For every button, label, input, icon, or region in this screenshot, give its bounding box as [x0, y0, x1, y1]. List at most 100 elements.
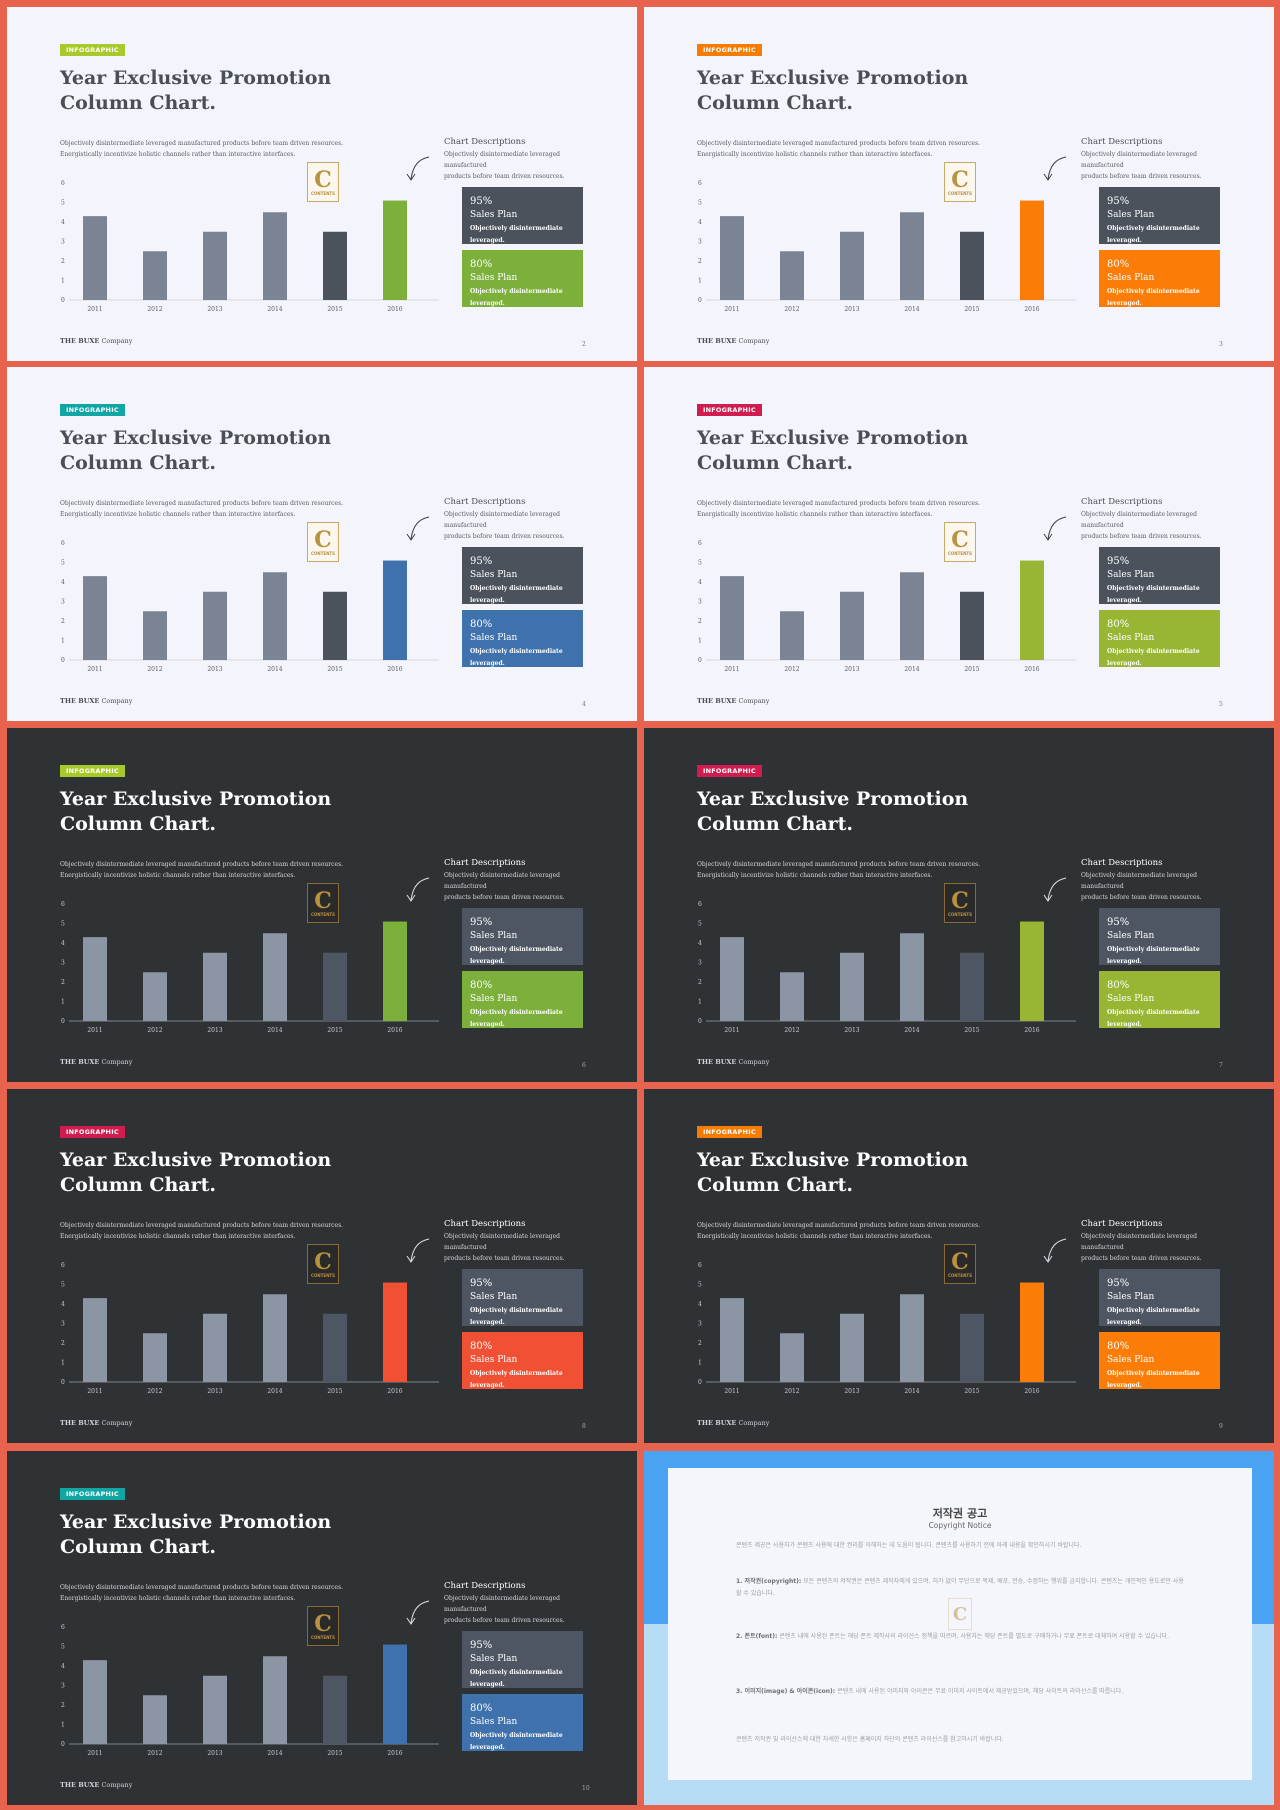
- bar-2012: [780, 1333, 804, 1382]
- y-tick-label: 1: [61, 1722, 65, 1729]
- y-tick-label: 5: [61, 1282, 65, 1289]
- stat-subtext: Objectively disintermediate leveraged.: [1107, 648, 1200, 667]
- desc-line1: Objectively disintermediate leveraged ma…: [697, 500, 981, 507]
- stat-percent: 80%: [1107, 980, 1130, 991]
- logo-letter: C: [951, 887, 969, 914]
- infographic-tag: INFOGRAPHIC: [697, 765, 762, 777]
- logo-letter: C: [951, 526, 969, 553]
- slide-title-line2: Column Chart.: [697, 452, 854, 474]
- stat-label: Sales Plan: [1107, 210, 1155, 220]
- y-tick-label: 0: [698, 1018, 702, 1025]
- stat-subtext: Objectively disintermediate leveraged.: [1107, 946, 1200, 965]
- notice-image-head: 3. 이미지(image) & 아이콘(icon):: [736, 1688, 836, 1695]
- y-tick-label: 4: [698, 1301, 702, 1308]
- footer-brand-name: THE BUXE: [697, 1058, 737, 1066]
- x-tick-label: 2011: [724, 1027, 739, 1034]
- slide-title-line1: Year Exclusive Promotion: [60, 67, 332, 89]
- side-text-line1: Objectively disintermediate leveraged ma…: [444, 1233, 561, 1251]
- bar-2014: [900, 1294, 924, 1382]
- stat-subtext: Objectively disintermediate leveraged.: [470, 1669, 563, 1688]
- y-tick-label: 6: [61, 180, 65, 187]
- slide-title-line1: Year Exclusive Promotion: [697, 67, 969, 89]
- bar-2012: [143, 251, 167, 300]
- footer-company: Company: [101, 1058, 133, 1066]
- y-tick-label: 0: [698, 297, 702, 304]
- chart-svg: 0 1 2 3 4 5 6 2011 2012 2013 2014 2015 2016: [61, 1624, 439, 1757]
- y-tick-label: 0: [698, 1379, 702, 1386]
- chart-descriptions: Chart Descriptions Objectively disinterm…: [444, 1580, 604, 1626]
- y-tick-label: 2: [698, 258, 702, 265]
- infographic-tag: INFOGRAPHIC: [60, 404, 125, 416]
- bar-2013: [840, 952, 864, 1021]
- bar-2013: [203, 231, 227, 300]
- stat-label: Sales Plan: [1107, 931, 1155, 941]
- infographic-tag: INFOGRAPHIC: [697, 404, 762, 416]
- desc-line1: Objectively disintermediate leveraged ma…: [697, 140, 981, 147]
- stat-subtext: Objectively disintermediate leveraged.: [1107, 1370, 1200, 1389]
- slide: INFOGRAPHIC Year Exclusive Promotion Col…: [7, 367, 637, 721]
- logo-text: CONTENTS: [947, 911, 973, 917]
- footer-brand: THE BUXE Company: [697, 1419, 769, 1427]
- bar-2011: [83, 216, 107, 300]
- slide: INFOGRAPHIC Year Exclusive Promotion Col…: [7, 1089, 637, 1443]
- desc-line2: Energistically incentivize holistic chan…: [60, 872, 296, 879]
- slide-title-line1: Year Exclusive Promotion: [697, 1149, 969, 1171]
- slide: INFOGRAPHIC Year Exclusive Promotion Col…: [644, 7, 1274, 361]
- notice-title: 저작권 공고: [932, 1507, 988, 1520]
- slide: INFOGRAPHIC Year Exclusive Promotion Col…: [7, 728, 637, 1082]
- bar-2015: [323, 952, 347, 1021]
- notice-font: 2. 폰트(font): 콘텐츠 내에 사용된 폰트는 해당 폰트 제작사의 라…: [736, 1631, 1186, 1643]
- chart-descriptions: Chart Descriptions Objectively disinterm…: [1081, 136, 1241, 182]
- x-tick-label: 2015: [964, 666, 979, 673]
- column-chart: 0 1 2 3 4 5 6 2011 2012 2013 2014 2015 2016: [694, 1255, 1079, 1400]
- side-text: Objectively disintermediate leveraged ma…: [1081, 149, 1241, 182]
- curved-arrow-icon: [406, 156, 430, 181]
- slide-title-line2: Column Chart.: [60, 813, 217, 835]
- bar-2011: [83, 1298, 107, 1382]
- x-tick-label: 2012: [784, 1027, 799, 1034]
- stat-label: Sales Plan: [1107, 994, 1155, 1004]
- y-tick-label: 4: [61, 1663, 65, 1670]
- infographic-tag: INFOGRAPHIC: [60, 765, 125, 777]
- stat-subtext: Objectively disintermediate leveraged.: [470, 225, 563, 244]
- side-text-line2: products before team driven resources.: [1081, 1255, 1202, 1262]
- stat-subtext: Objectively disintermediate leveraged.: [1107, 225, 1200, 244]
- y-tick-label: 0: [61, 1379, 65, 1386]
- logo-letter: C: [314, 887, 332, 914]
- infographic-tag: INFOGRAPHIC: [697, 44, 762, 56]
- side-text: Objectively disintermediate leveraged ma…: [444, 1593, 604, 1626]
- x-tick-label: 2013: [207, 666, 222, 673]
- footer-brand: THE BUXE Company: [697, 697, 769, 705]
- stat-subtext: Objectively disintermediate leveraged.: [1107, 585, 1200, 604]
- desc-line2: Energistically incentivize holistic chan…: [60, 1595, 296, 1602]
- notice-font-head: 2. 폰트(font):: [736, 1633, 778, 1640]
- y-tick-label: 3: [61, 1321, 65, 1328]
- desc-line2: Energistically incentivize holistic chan…: [697, 872, 933, 879]
- slide-description: Objectively disintermediate leveraged ma…: [60, 138, 380, 160]
- y-tick-label: 3: [61, 599, 65, 606]
- stat-percent: 95%: [470, 196, 493, 207]
- stat-box-primary: 95% Sales Plan Objectively disintermedia…: [1099, 908, 1220, 965]
- column-chart: 0 1 2 3 4 5 6 2011 2012 2013 2014 2015 2016: [57, 894, 442, 1039]
- notice-image-text: 콘텐츠 내에 사용된 이미지와 아이콘은 무료 이미지 사이트에서 제공받았으며…: [837, 1688, 1124, 1695]
- slide: INFOGRAPHIC Year Exclusive Promotion Col…: [644, 728, 1274, 1082]
- side-heading: Chart Descriptions: [1081, 1219, 1163, 1229]
- logo-letter: C: [314, 166, 332, 193]
- contents-logo: C CONTENTS: [944, 162, 976, 202]
- y-tick-label: 3: [698, 599, 702, 606]
- side-text-line2: products before team driven resources.: [444, 894, 565, 901]
- y-tick-label: 5: [698, 560, 702, 567]
- y-tick-label: 2: [61, 1340, 65, 1347]
- slide-title: Year Exclusive Promotion Column Chart.: [697, 787, 1027, 837]
- side-text-line1: Objectively disintermediate leveraged ma…: [444, 151, 561, 169]
- side-text: Objectively disintermediate leveraged ma…: [444, 509, 604, 542]
- footer-company: Company: [101, 337, 133, 345]
- bar-2011: [720, 1298, 744, 1382]
- side-text: Objectively disintermediate leveraged ma…: [444, 149, 604, 182]
- column-chart: 0 1 2 3 4 5 6 2011 2012 2013 2014 2015 2016: [57, 1255, 442, 1400]
- footer-brand: THE BUXE Company: [60, 1058, 132, 1066]
- desc-line2: Energistically incentivize holistic chan…: [697, 511, 933, 518]
- infographic-tag: INFOGRAPHIC: [60, 1126, 125, 1138]
- x-tick-label: 2014: [267, 1388, 282, 1395]
- stat-box-accent: 80% Sales Plan Objectively disintermedia…: [462, 250, 583, 307]
